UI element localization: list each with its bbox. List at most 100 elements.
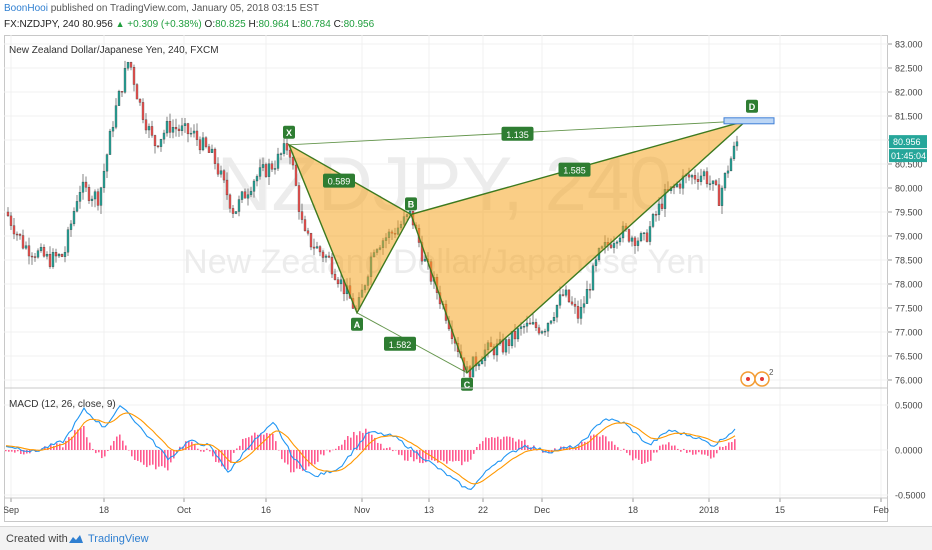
macd-histogram-bar (371, 434, 373, 450)
macd-histogram-bar (248, 437, 250, 450)
candle-body (288, 149, 292, 158)
candle-body (504, 339, 508, 353)
candle-body (45, 254, 49, 257)
candle-body (78, 192, 82, 202)
candle-body (114, 105, 118, 128)
candle-body (156, 145, 160, 148)
candle-body (165, 121, 169, 134)
candle-body (513, 331, 517, 340)
footer-bar: Created with TradingView (0, 526, 932, 550)
tradingview-link[interactable]: TradingView (68, 528, 149, 550)
macd-histogram-bar (125, 445, 127, 450)
macd-histogram-bar (320, 450, 322, 455)
candle-body (549, 320, 553, 324)
candle-body (639, 233, 643, 242)
chart-frame[interactable]: NZDJPY, 240 New Zealand Dollar/Japanese … (4, 35, 928, 522)
macd-histogram-bar (266, 433, 268, 450)
macd-histogram-bar (728, 442, 730, 450)
macd-histogram-bar (89, 442, 91, 450)
macd-histogram-bar (593, 434, 595, 450)
publish-info: BoonHooi published on TradingView.com, J… (4, 2, 319, 16)
price-tick-label: 80.000 (895, 184, 923, 194)
candle-body (18, 233, 22, 236)
candle-body (642, 232, 646, 235)
candle-body (627, 229, 631, 242)
candle-body (693, 175, 697, 180)
macd-histogram-bar (308, 450, 310, 467)
candle-body (201, 137, 205, 151)
candle-body (264, 164, 268, 177)
target-zone-box[interactable] (723, 117, 775, 125)
candle-body (84, 181, 88, 188)
published-text: published on TradingView.com, January 05… (50, 3, 320, 14)
candle-body (678, 183, 682, 189)
macd-histogram-bar (599, 436, 601, 450)
author-link[interactable]: BoonHooi (4, 3, 48, 14)
macd-histogram-bar (131, 450, 133, 457)
macd-histogram-bar (722, 447, 724, 450)
time-tick-label: 18 (628, 505, 638, 515)
candle-body (687, 174, 691, 178)
macd-histogram-bar (587, 441, 589, 450)
candle-body (726, 170, 730, 174)
candle-body (630, 237, 634, 242)
macd-histogram-bar (314, 450, 316, 465)
created-with-text: Created with (6, 533, 68, 545)
candle-body (300, 211, 304, 220)
macd-histogram-bar (365, 428, 367, 450)
candle-body (60, 254, 64, 257)
candle-body (312, 246, 316, 249)
macd-histogram-bar (293, 450, 295, 473)
time-tick-label: 16 (261, 505, 271, 515)
events-badge: 2 (769, 368, 774, 377)
candle-body (183, 123, 187, 126)
candle-body (243, 191, 247, 199)
chart-canvas[interactable]: NZDJPY, 240 New Zealand Dollar/Japanese … (4, 35, 928, 522)
macd-histogram-bar (104, 450, 106, 457)
candle-body (213, 148, 217, 164)
macd-histogram-bar (203, 450, 205, 452)
candle-body (174, 127, 178, 130)
macd-histogram-bar (119, 434, 121, 450)
candle-body (132, 67, 136, 85)
candle-body (90, 198, 94, 201)
macd-pane (5, 405, 736, 490)
candle-body (660, 203, 664, 209)
candle-body (21, 235, 25, 249)
macd-histogram-bar (656, 450, 658, 453)
macd-histogram-bar (617, 447, 619, 450)
macd-histogram-bar (662, 444, 664, 450)
ratio-label: 1.135 (506, 130, 529, 140)
candle-body (309, 233, 313, 248)
price-tick-label: 81.500 (895, 112, 923, 122)
symbol-info: FX:NZDJPY, 240 80.956 ▲ +0.309 (+0.38%) … (4, 17, 374, 31)
macd-histogram-bar (503, 436, 505, 450)
macd-histogram-bar (185, 441, 187, 450)
price-tick-label: 83.000 (895, 40, 923, 50)
macd-histogram-bar (698, 450, 700, 453)
macd-histogram-bar (287, 450, 289, 465)
macd-histogram-bar (704, 450, 706, 455)
candle-body (150, 126, 154, 136)
candle-body (477, 363, 481, 367)
time-tick-label: 22 (478, 505, 488, 515)
candle-body (96, 191, 100, 206)
candle-body (27, 245, 31, 257)
macd-histogram-bar (56, 443, 58, 450)
candle-body (657, 203, 661, 215)
macd-histogram-bar (263, 434, 265, 450)
macd-histogram-bar (395, 450, 397, 451)
events-icon[interactable]: 2 (740, 368, 774, 387)
macd-histogram-bar (731, 442, 733, 450)
high-label: H: (248, 19, 259, 30)
macd-histogram-bar (401, 450, 403, 456)
macd-histogram-bar (269, 433, 271, 450)
macd-histogram-bar (623, 448, 625, 450)
candle-body (240, 191, 244, 200)
macd-histogram-bar (482, 441, 484, 450)
macd-histogram-bar (644, 450, 646, 464)
macd-histogram-bar (356, 435, 358, 450)
candle-body (138, 98, 142, 103)
candle-body (525, 322, 529, 327)
time-axis: Sep 18 Oct 16 Nov 13 22 Dec 18 2018 15 Feb (4, 497, 889, 515)
